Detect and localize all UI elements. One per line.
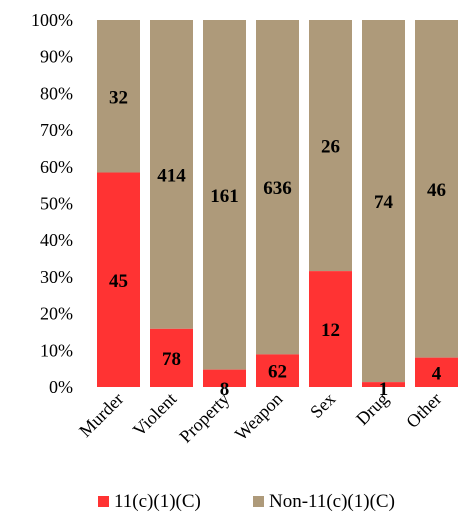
data-label-non-11c1c: 46: [427, 180, 446, 201]
data-label-11c1c: 45: [109, 271, 128, 292]
y-tick-label: 30%: [40, 267, 73, 287]
data-label-11c1c: 62: [268, 362, 287, 383]
data-label-non-11c1c: 26: [321, 137, 340, 158]
y-tick-label: 50%: [40, 194, 73, 214]
bar-non-11c1c-murder: [97, 20, 140, 173]
data-labels: 32 45 414 78 161 8 636 62 26 12 74 1 46 4: [109, 87, 446, 400]
y-tick-label: 80%: [40, 83, 73, 103]
x-category-label: Murder: [75, 389, 127, 441]
y-tick-label: 70%: [40, 120, 73, 140]
data-label-11c1c: 4: [432, 363, 442, 384]
y-tick-label: 100%: [31, 10, 73, 30]
bar-11c1c-murder: [97, 172, 140, 387]
data-label-non-11c1c: 636: [263, 178, 292, 199]
y-axis: 0% 10% 20% 30% 40% 50% 60% 70% 80% 90% 100%: [31, 10, 73, 397]
bar-non-11c1c-violent: [150, 20, 193, 329]
bar-11c1c-violent: [150, 328, 193, 387]
bar-non-11c1c-weapon: [256, 20, 299, 355]
bar-non-11c1c-drug: [362, 20, 405, 383]
y-tick-label: 60%: [40, 157, 73, 177]
bar-non-11c1c-property: [203, 20, 246, 370]
bar-11c1c-other: [415, 357, 458, 387]
data-label-non-11c1c: 161: [210, 186, 239, 207]
data-label-11c1c: 78: [162, 349, 181, 370]
legend-swatch-11c1c: [98, 496, 109, 507]
bar-11c1c-drug: [362, 382, 405, 387]
x-category-label: Violent: [129, 389, 181, 441]
legend-swatch-non-11c1c: [253, 496, 264, 507]
data-label-non-11c1c: 32: [109, 87, 128, 108]
x-category-label: Weapon: [231, 389, 287, 445]
data-label-11c1c: 8: [220, 379, 230, 400]
data-label-11c1c: 12: [321, 320, 340, 341]
bars: [97, 20, 458, 387]
legend-label-non-11c1c: Non-11(c)(1)(C): [269, 491, 395, 512]
data-label-non-11c1c: 74: [374, 192, 394, 213]
x-category-label: Property: [175, 389, 233, 447]
y-tick-label: 20%: [40, 304, 73, 324]
bar-11c1c-sex: [309, 271, 352, 387]
x-category-label: Sex: [306, 389, 339, 422]
bar-11c1c-weapon: [256, 354, 299, 387]
bar-11c1c-property: [203, 369, 246, 387]
x-category-label: Other: [402, 389, 445, 432]
y-tick-label: 0%: [49, 377, 73, 397]
y-tick-label: 10%: [40, 340, 73, 360]
data-label-11c1c: 1: [379, 379, 389, 400]
y-tick-label: 90%: [40, 47, 73, 67]
data-label-non-11c1c: 414: [157, 165, 186, 186]
bar-non-11c1c-sex: [309, 20, 352, 272]
bar-non-11c1c-other: [415, 20, 458, 358]
legend: 11(c)(1)(C) Non-11(c)(1)(C): [98, 491, 395, 512]
legend-label-11c1c: 11(c)(1)(C): [114, 491, 201, 512]
y-tick-label: 40%: [40, 230, 73, 250]
